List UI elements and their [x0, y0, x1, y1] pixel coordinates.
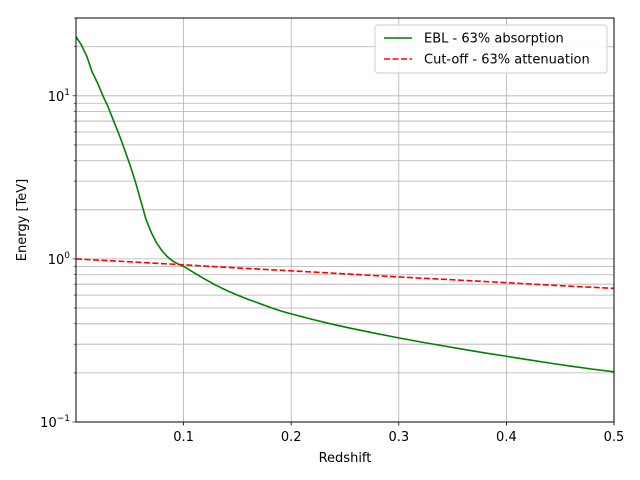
plot-frame [75, 17, 615, 423]
x-tick-label: 0.3 [388, 430, 409, 445]
series-line-ebl-absorption [75, 36, 615, 373]
x-tick-label: 0.4 [496, 430, 517, 445]
y-tick-label: 101 [48, 88, 70, 105]
x-axis-label: Redshift [319, 451, 372, 466]
y-tick-base: 10 [48, 90, 65, 105]
x-tick-label: 0.5 [604, 430, 625, 445]
y-tick-label: 100 [48, 251, 71, 268]
x-tick-label: 0.1 [173, 430, 194, 445]
y-tick-exponent: 1 [64, 88, 70, 98]
y-tick-base: 10 [40, 416, 57, 431]
legend-entry-label: EBL - 63% absorption [424, 32, 564, 47]
series-layer [75, 36, 615, 373]
legend-entry-label: Cut-off - 63% attenuation [424, 53, 590, 68]
x-tick-label: 0.2 [281, 430, 302, 445]
legend-box [374, 24, 608, 74]
y-tick-label: 10−1 [40, 414, 70, 431]
y-axis-label: Energy [TeV] [15, 179, 30, 261]
y-tick-base: 10 [48, 253, 65, 268]
legend: EBL - 63% absorption Cut-off - 63% attenu… [374, 24, 608, 74]
y-tick-exponent: −1 [57, 414, 70, 424]
y-tick-exponent: 0 [64, 251, 70, 261]
series-line-cutoff-attenuation [75, 258, 615, 290]
